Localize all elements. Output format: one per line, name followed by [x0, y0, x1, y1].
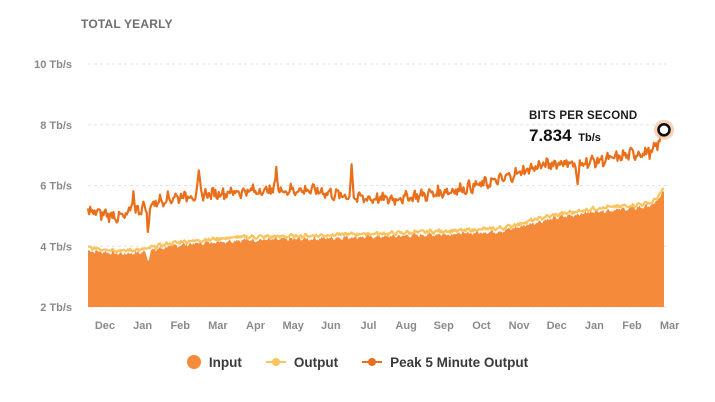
legend-item-output[interactable]: Output: [265, 354, 339, 370]
tooltip-value: 7.834: [529, 126, 572, 145]
tooltip-unit: Tb/s: [578, 132, 601, 144]
legend-label-input: Input: [208, 354, 242, 370]
x-tick-label: May: [282, 320, 304, 332]
legend-swatch-peak: [362, 355, 383, 369]
x-tick-label: Mar: [660, 320, 680, 332]
x-tick-label: Dec: [95, 320, 115, 332]
x-tick-label: Nov: [509, 320, 531, 332]
legend-item-input[interactable]: Input: [186, 354, 242, 370]
tooltip-title: BITS PER SECOND: [529, 110, 638, 122]
series-input-area: [88, 191, 664, 307]
legend-swatch-input: [186, 355, 201, 369]
x-tick-label: Sep: [434, 320, 454, 332]
x-tick-label: Jan: [585, 320, 604, 332]
x-tick-label: Jun: [321, 320, 341, 332]
x-tick-label: Oct: [472, 320, 491, 332]
x-tick-label: Apr: [246, 320, 266, 332]
x-tick-label: Mar: [208, 320, 228, 332]
chart-title: TOTAL YEARLY: [81, 17, 173, 31]
legend-item-peak[interactable]: Peak 5 Minute Output: [362, 355, 528, 370]
y-tick-label: 8 Tb/s: [40, 120, 72, 132]
series-output-line: [87, 187, 665, 254]
series-layer: [86, 129, 665, 307]
marker-point[interactable]: [657, 122, 671, 137]
x-tick-label: Jan: [133, 320, 152, 332]
series-peak-line: [86, 129, 665, 233]
x-tick-label: Feb: [170, 320, 190, 332]
y-tick-label: 4 Tb/s: [40, 241, 72, 253]
legend-label-output: Output: [293, 354, 339, 370]
legend-label-peak: Peak 5 Minute Output: [390, 354, 529, 370]
y-tick-label: 6 Tb/s: [40, 181, 72, 193]
x-tick-label: Aug: [395, 320, 416, 332]
y-axis: 2 Tb/s 4 Tb/s 6 Tb/s 8 Tb/s 10 Tb/s: [34, 59, 72, 314]
tooltip-marker[interactable]: [654, 119, 674, 140]
y-tick-label: 2 Tb/s: [40, 302, 72, 314]
x-tick-label: Feb: [622, 320, 642, 332]
tooltip-value-block: 7.834 Tb/s: [529, 126, 601, 146]
legend: Input Output Peak 5 Minute Output: [0, 351, 715, 373]
x-axis: Dec Jan Feb Mar Apr May Jun Jul Aug Sep Oct Nov Dec J…: [95, 320, 680, 332]
x-tick-label: Jul: [361, 320, 377, 332]
x-tick-label: Dec: [547, 320, 567, 332]
y-tick-label: 10 Tb/s: [34, 59, 72, 71]
legend-swatch-output: [265, 355, 286, 369]
